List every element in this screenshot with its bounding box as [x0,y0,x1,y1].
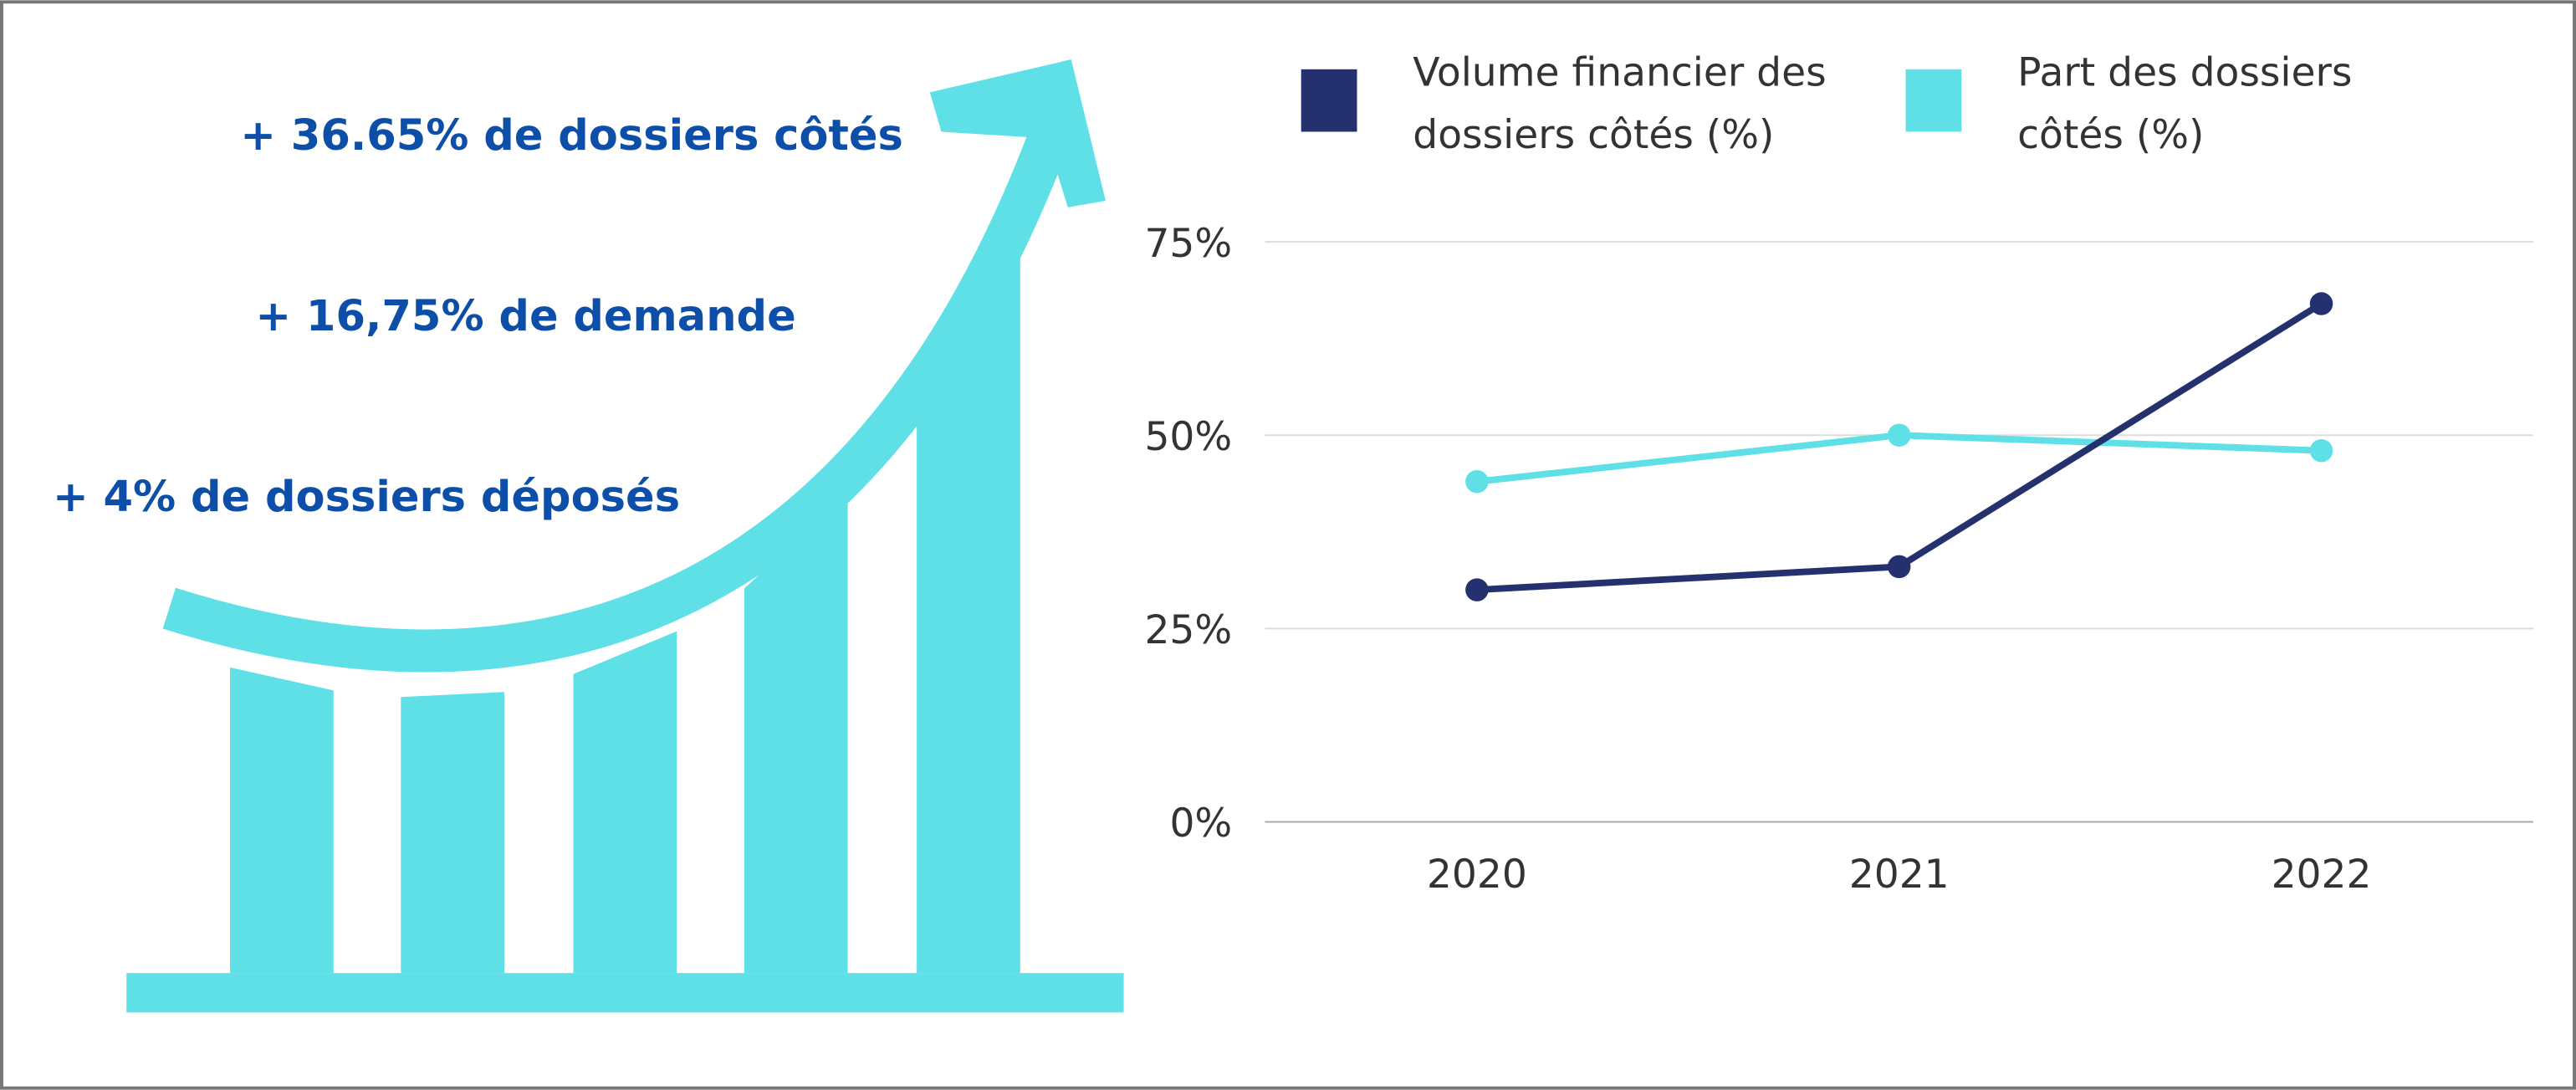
data-point [1465,469,1489,494]
deco-bar [573,631,677,974]
data-point [1465,578,1489,601]
arrow-curve [162,124,1072,673]
data-point [1887,423,1911,447]
y-tick-label: 50% [1144,414,1232,460]
data-point [1887,555,1911,579]
legend-line: dossiers côtés (%) [1413,112,1774,158]
annotation: + 16,75% de demande [255,292,795,341]
y-tick-label: 25% [1144,607,1232,653]
data-point [2309,292,2333,315]
x-tick-label: 2020 [1427,852,1527,898]
base [126,973,1124,1013]
y-tick-label: 0% [1169,801,1232,847]
legend-line: côtés (%) [2017,112,2204,158]
legend-label: Volume financier des dossiers côtés (%) [1413,49,1826,158]
annotation: + 4% de dossiers déposés [53,473,680,522]
y-tick-label: 75% [1144,221,1232,267]
legend-swatch [1301,69,1357,132]
deco-bar [230,667,334,974]
deco-bar [401,692,505,974]
deco-bar [744,493,848,974]
x-tick-label: 2022 [2272,852,2372,898]
arrow-head [929,59,1106,207]
legend-swatch [1905,69,1962,132]
deco-bar [917,246,1020,974]
legend-label: Part des dossiers côtés (%) [2017,49,2352,158]
legend-line: Volume financier des [1413,49,1826,95]
data-point [2309,438,2333,463]
growth-graphic [126,59,1124,1013]
legend-line: Part des dossiers [2017,49,2352,95]
annotation: + 36.65% de dossiers côtés [240,111,903,161]
x-tick-label: 2021 [1849,852,1950,898]
